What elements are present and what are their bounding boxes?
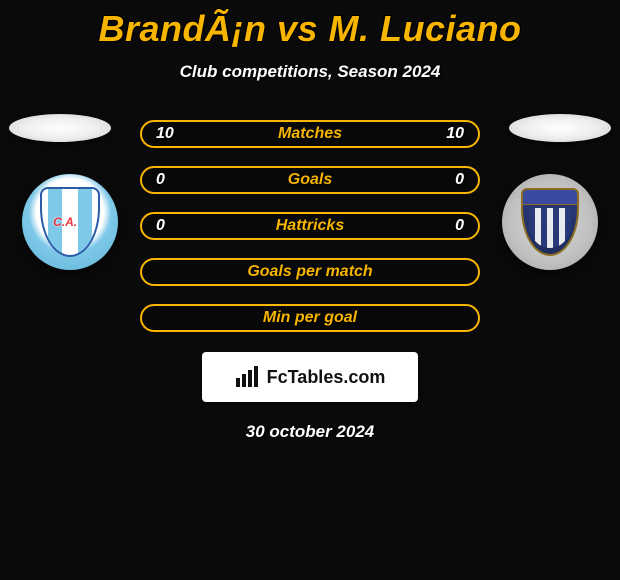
page-title: BrandÃ¡n vs M. Luciano xyxy=(0,0,620,50)
stat-row-min-per-goal: Min per goal xyxy=(140,304,480,332)
stat-rows: 10 Matches 10 0 Goals 0 0 Hattricks 0 Go… xyxy=(140,120,480,332)
team-monogram-left: C.A.T. xyxy=(42,189,98,255)
stat-label: Goals per match xyxy=(247,263,372,281)
stat-label: Min per goal xyxy=(263,309,357,327)
page-subtitle: Club competitions, Season 2024 xyxy=(0,62,620,82)
team-badge-right xyxy=(502,174,598,270)
shield-icon xyxy=(521,188,579,256)
stat-label: Hattricks xyxy=(276,217,344,235)
stat-left-value: 10 xyxy=(156,125,174,143)
shield-icon: C.A.T. xyxy=(40,187,100,257)
stat-label: Matches xyxy=(278,125,342,143)
stat-right-value: 0 xyxy=(455,217,464,235)
team-badge-left: C.A.T. xyxy=(22,174,118,270)
stat-row-hattricks: 0 Hattricks 0 xyxy=(140,212,480,240)
stat-right-value: 10 xyxy=(446,125,464,143)
flag-right xyxy=(509,114,611,142)
stat-label: Goals xyxy=(288,171,332,189)
comparison-stage: C.A.T. 10 Matches 10 0 Goals 0 0 Hattric… xyxy=(0,120,620,442)
branding-badge: FcTables.com xyxy=(202,352,418,402)
branding-text: FcTables.com xyxy=(267,367,386,388)
stat-row-matches: 10 Matches 10 xyxy=(140,120,480,148)
stat-left-value: 0 xyxy=(156,217,165,235)
bars-icon xyxy=(235,366,261,388)
stat-left-value: 0 xyxy=(156,171,165,189)
stat-row-goals-per-match: Goals per match xyxy=(140,258,480,286)
stat-right-value: 0 xyxy=(455,171,464,189)
date-line: 30 october 2024 xyxy=(0,422,620,442)
flag-left xyxy=(9,114,111,142)
stat-row-goals: 0 Goals 0 xyxy=(140,166,480,194)
